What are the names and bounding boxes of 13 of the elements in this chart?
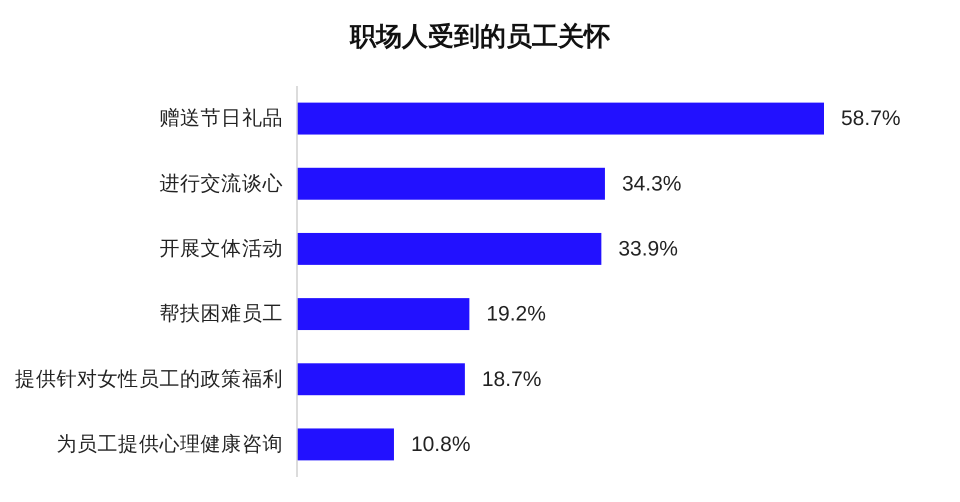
data-label: 33.9% (618, 237, 678, 260)
data-label: 34.3% (622, 172, 682, 196)
data-label: 19.2% (486, 302, 546, 326)
data-label: 58.7% (841, 107, 901, 130)
category-label: 进行交流谈心 (159, 172, 283, 195)
category-label: 赠送节日礼品 (159, 108, 283, 130)
category-label: 提供针对女性员工的政策福利 (15, 368, 283, 390)
data-label: 10.8% (410, 432, 470, 456)
category-label: 为员工提供心理健康咨询 (56, 433, 283, 456)
category-label: 帮扶困难员工 (159, 303, 283, 326)
title: 职场人受到的员工关怀 (350, 21, 610, 51)
data-label: 18.7% (482, 368, 542, 391)
category-label: 开展文体活动 (159, 238, 283, 260)
